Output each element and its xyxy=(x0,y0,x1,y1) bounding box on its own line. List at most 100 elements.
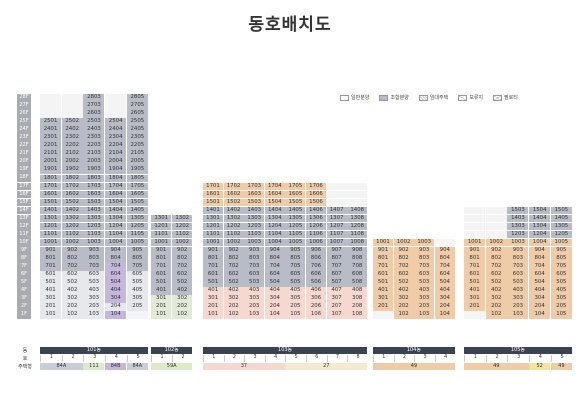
unit-cell: 1102 xyxy=(223,230,244,239)
unit-cell: 504 xyxy=(529,279,551,287)
unit-cell: 104 xyxy=(264,311,285,319)
unit-cell: 302 xyxy=(61,295,83,303)
unit-cell: 702 xyxy=(223,263,244,271)
unit-cell: 2405 xyxy=(126,126,148,134)
unit-cell: 203 xyxy=(507,303,529,311)
ho-number: 2 xyxy=(393,355,415,362)
unit-cell: 1003 xyxy=(244,238,265,247)
unit-cell: 1401 xyxy=(203,206,223,215)
unit-cell: 1505 xyxy=(550,206,572,215)
unit-cell: 802 xyxy=(223,255,244,263)
floor-label: 16F xyxy=(17,190,31,199)
unit-cell: 1301 xyxy=(40,214,62,223)
unit-cell: 503 xyxy=(507,279,529,287)
unit-cell: 1307 xyxy=(326,214,347,223)
unit-cell: 305 xyxy=(550,295,572,303)
unit-type: 37 xyxy=(203,363,285,370)
unit-cell: 802 xyxy=(172,255,193,263)
unit-cell: 2302 xyxy=(61,134,83,142)
floor-label: 7F xyxy=(17,262,31,271)
unit-cell: 704 xyxy=(105,263,127,271)
unit-cell: 604 xyxy=(434,271,455,279)
unit-cell: 1804 xyxy=(105,174,127,183)
unit-cell: 1704 xyxy=(105,182,127,191)
unit-cell: 208 xyxy=(347,303,368,311)
unit-cell: 1004 xyxy=(529,238,551,247)
unit-cell: 1001 xyxy=(40,238,62,247)
floor-label: 27F xyxy=(17,102,31,110)
unit-cell: 1005 xyxy=(285,238,306,247)
unit-cell: 1105 xyxy=(126,230,148,239)
unit-cell: 2105 xyxy=(126,150,148,158)
unit-cell: 1706 xyxy=(306,182,326,191)
unit-cell: 607 xyxy=(326,271,347,279)
unit-cell: 802 xyxy=(393,255,414,263)
unit-cell: 702 xyxy=(485,263,507,271)
unit-cell: 2003 xyxy=(83,158,105,166)
unit-cell: 2005 xyxy=(126,158,148,166)
unit-cell: 408 xyxy=(347,287,368,295)
unit-cell: 1102 xyxy=(61,230,83,239)
unit-cell: 703 xyxy=(414,263,435,271)
floor-label: 14F xyxy=(17,206,31,215)
unit-cell: 801 xyxy=(40,255,62,263)
unit-cell xyxy=(40,94,62,102)
unit-cell: 1503 xyxy=(244,198,265,207)
unit-cell: 1705 xyxy=(126,182,148,191)
unit-cell: 1201 xyxy=(151,222,172,231)
unit-cell: 1202 xyxy=(172,222,193,231)
unit-cell: 407 xyxy=(326,287,347,295)
unit-cell xyxy=(347,182,368,191)
building-label: 105동 xyxy=(464,347,572,354)
unit-cell: 1905 xyxy=(126,166,148,175)
building-label: 101동 xyxy=(40,347,148,354)
unit-cell: 902 xyxy=(393,246,414,255)
ho-number: 1 xyxy=(464,355,486,362)
unit-cell: 1702 xyxy=(223,182,244,191)
unit-cell: 108 xyxy=(347,311,368,319)
floor-label: 6F xyxy=(17,271,31,279)
unit-cell: 1602 xyxy=(61,190,83,199)
unit-cell: 2803 xyxy=(83,94,105,102)
unit-cell: 2402 xyxy=(61,126,83,134)
unit-cell xyxy=(464,311,486,319)
unit-cell: 902 xyxy=(485,246,507,255)
unit-cell: 403 xyxy=(244,287,265,295)
unit-cell: 1007 xyxy=(326,238,347,247)
unit-cell: 904 xyxy=(105,246,127,255)
unit-cell: 506 xyxy=(306,279,326,287)
unit-type: 49 xyxy=(550,363,572,370)
unit-cell: 204 xyxy=(105,303,127,311)
unit-cell xyxy=(105,110,127,118)
unit-cell: 1202 xyxy=(61,222,83,231)
unit-cell: 504 xyxy=(105,279,127,287)
building-label: 102동 xyxy=(151,347,193,354)
unit-cell: 2205 xyxy=(126,142,148,150)
unit-cell xyxy=(105,102,127,110)
ho-number: 3 xyxy=(244,355,265,362)
unit-cell xyxy=(347,198,368,207)
unit-cell xyxy=(326,190,347,199)
unit-cell: 1403 xyxy=(83,206,105,215)
unit-cell xyxy=(326,198,347,207)
unit-cell: 1505 xyxy=(285,198,306,207)
legend-item: 조합분양 xyxy=(379,94,409,101)
unit-cell xyxy=(40,102,62,110)
ho-number: 1 xyxy=(151,355,172,362)
unit-cell: 1003 xyxy=(83,238,105,247)
unit-cell: 703 xyxy=(507,263,529,271)
unit-cell: 701 xyxy=(40,263,62,271)
unit-cell: 1106 xyxy=(306,230,326,239)
unit-cell xyxy=(326,182,347,191)
unit-cell: 104 xyxy=(434,311,455,319)
unit-cell: 404 xyxy=(264,287,285,295)
ho-number: 2 xyxy=(485,355,508,362)
unit-cell: 1101 xyxy=(203,230,223,239)
unit-cell: 601 xyxy=(203,271,223,279)
unit-cell: 701 xyxy=(203,263,223,271)
unit-cell: 1104 xyxy=(264,230,285,239)
unit-cell: 1002 xyxy=(223,238,244,247)
unit-cell: 907 xyxy=(326,246,347,255)
unit-cell: 403 xyxy=(414,287,435,295)
ho-number: 6 xyxy=(306,355,327,362)
